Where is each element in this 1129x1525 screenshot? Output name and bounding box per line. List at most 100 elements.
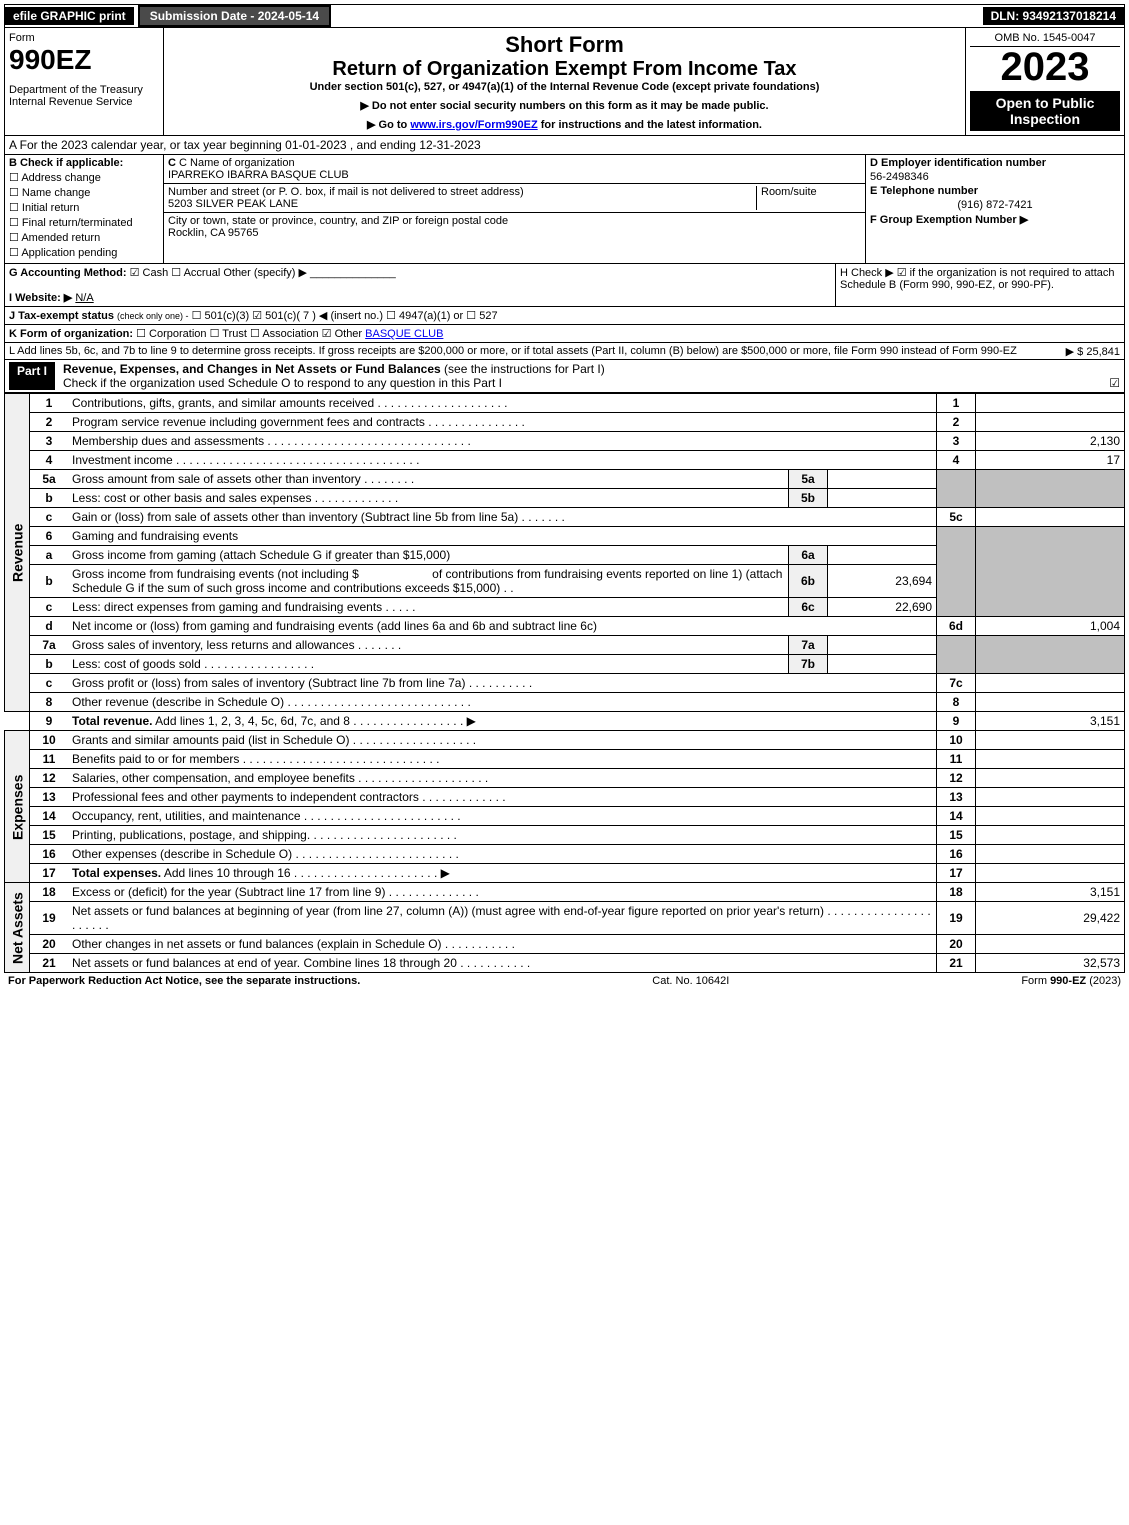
line-15-num: 15	[30, 826, 69, 845]
chk-application-pending[interactable]: Application pending	[9, 246, 159, 259]
line-21-res-num: 21	[937, 954, 976, 973]
line-9-num: 9	[30, 712, 69, 731]
chk-association[interactable]: Association	[250, 328, 319, 340]
line-14-val	[976, 807, 1125, 826]
line-15-res-num: 15	[937, 826, 976, 845]
line-13-val	[976, 788, 1125, 807]
part-i-table: Revenue 1 Contributions, gifts, grants, …	[4, 393, 1125, 973]
line-5a-num: 5a	[30, 470, 69, 489]
line-5c-res-num: 5c	[937, 508, 976, 527]
row-l-gross-receipts: L Add lines 5b, 6c, and 7b to line 9 to …	[4, 343, 1125, 360]
line-12-res-num: 12	[937, 769, 976, 788]
row-h-schedule-b: H Check ▶ ☑ if the organization is not r…	[835, 264, 1124, 306]
efile-print-button[interactable]: efile GRAPHIC print	[5, 7, 134, 25]
form-number: 990EZ	[9, 44, 159, 76]
line-7a-desc: Gross sales of inventory, less returns a…	[68, 636, 789, 655]
line-15-desc: Printing, publications, postage, and shi…	[68, 826, 937, 845]
line-12-num: 12	[30, 769, 69, 788]
chk-other-org[interactable]: Other	[322, 328, 362, 340]
row-a-calendar-year: A For the 2023 calendar year, or tax yea…	[4, 136, 1125, 155]
page-footer: For Paperwork Reduction Act Notice, see …	[4, 973, 1125, 989]
g-label: G Accounting Method:	[9, 267, 127, 279]
line-6d-val: 1,004	[976, 617, 1125, 636]
line-18-val: 3,151	[976, 883, 1125, 902]
chk-501c[interactable]: 501(c)( 7 ) ◀ (insert no.)	[252, 310, 383, 322]
line-6c-num: c	[30, 598, 69, 617]
line-6b-small-num: 6b	[789, 565, 828, 598]
netassets-side-label: Net Assets	[5, 883, 30, 973]
ssn-note: ▶ Do not enter social security numbers o…	[168, 99, 961, 112]
line-7c-val	[976, 674, 1125, 693]
room-suite-label: Room/suite	[756, 186, 861, 210]
form-label: Form	[9, 32, 159, 44]
line-6a-desc: Gross income from gaming (attach Schedul…	[68, 546, 789, 565]
line-3-res-num: 3	[937, 432, 976, 451]
chk-4947[interactable]: 4947(a)(1) or	[386, 310, 463, 322]
ein-label: D Employer identification number	[870, 157, 1046, 169]
line-14-num: 14	[30, 807, 69, 826]
chk-other-specify[interactable]: Other (specify) ▶	[223, 267, 307, 279]
line-1-val	[976, 394, 1125, 413]
line-2-desc: Program service revenue including govern…	[68, 413, 937, 432]
chk-cash[interactable]: Cash	[130, 267, 169, 279]
line-17-val	[976, 864, 1125, 883]
line-6b-num: b	[30, 565, 69, 598]
line-8-desc: Other revenue (describe in Schedule O) .…	[68, 693, 937, 712]
line-3-num: 3	[30, 432, 69, 451]
chk-name-change[interactable]: Name change	[9, 186, 159, 199]
line-3-desc: Membership dues and assessments . . . . …	[68, 432, 937, 451]
line-13-num: 13	[30, 788, 69, 807]
chk-accrual[interactable]: Accrual	[171, 267, 220, 279]
phone-label: E Telephone number	[870, 185, 978, 197]
chk-final-return[interactable]: Final return/terminated	[9, 216, 159, 229]
line-18-desc: Excess or (deficit) for the year (Subtra…	[68, 883, 937, 902]
line-6b-small-val: 23,694	[828, 565, 937, 598]
line-19-val: 29,422	[976, 902, 1125, 935]
line-2-val	[976, 413, 1125, 432]
line-11-val	[976, 750, 1125, 769]
line-21-desc: Net assets or fund balances at end of ye…	[68, 954, 937, 973]
line-12-val	[976, 769, 1125, 788]
chk-amended-return[interactable]: Amended return	[9, 231, 159, 244]
line-6-desc: Gaming and fundraising events	[68, 527, 937, 546]
line-18-num: 18	[30, 883, 69, 902]
goto-post: for instructions and the latest informat…	[538, 119, 762, 131]
j-label: J Tax-exempt status	[9, 310, 114, 322]
line-7b-desc: Less: cost of goods sold . . . . . . . .…	[68, 655, 789, 674]
line-7-shaded	[937, 636, 976, 674]
line-11-desc: Benefits paid to or for members . . . . …	[68, 750, 937, 769]
revenue-side-label: Revenue	[5, 394, 30, 712]
chk-trust[interactable]: Trust	[210, 328, 247, 340]
chk-527[interactable]: 527	[466, 310, 497, 322]
l-amount: $ 25,841	[1077, 346, 1120, 358]
line-5b-small-num: 5b	[789, 489, 828, 508]
irs-link[interactable]: www.irs.gov/Form990EZ	[410, 119, 537, 131]
line-6d-desc: Net income or (loss) from gaming and fun…	[68, 617, 937, 636]
j-note: (check only one) -	[117, 311, 189, 321]
tax-year: 2023	[970, 47, 1120, 87]
line-17-res-num: 17	[937, 864, 976, 883]
line-4-res-num: 4	[937, 451, 976, 470]
line-11-res-num: 11	[937, 750, 976, 769]
chk-501c3[interactable]: 501(c)(3)	[192, 310, 250, 322]
submission-date-button[interactable]: Submission Date - 2024-05-14	[138, 5, 331, 27]
line-9-desc: Total revenue. Add lines 1, 2, 3, 4, 5c,…	[68, 712, 937, 731]
row-g-accounting: G Accounting Method: Cash Accrual Other …	[5, 264, 835, 306]
line-6a-num: a	[30, 546, 69, 565]
chk-corporation[interactable]: Corporation	[136, 328, 206, 340]
other-org-value[interactable]: BASQUE CLUB	[365, 328, 443, 340]
goto-note: ▶ Go to www.irs.gov/Form990EZ for instru…	[168, 118, 961, 131]
line-2-num: 2	[30, 413, 69, 432]
line-11-num: 11	[30, 750, 69, 769]
top-bar: efile GRAPHIC print Submission Date - 20…	[4, 4, 1125, 28]
line-20-res-num: 20	[937, 935, 976, 954]
line-9-val: 3,151	[976, 712, 1125, 731]
chk-address-change[interactable]: Address change	[9, 171, 159, 184]
line-7a-small-val	[828, 636, 937, 655]
chk-initial-return[interactable]: Initial return	[9, 201, 159, 214]
line-6c-small-val: 22,690	[828, 598, 937, 617]
row-gh: G Accounting Method: Cash Accrual Other …	[4, 264, 1125, 307]
col-b-title: B Check if applicable:	[9, 157, 123, 169]
line-14-res-num: 14	[937, 807, 976, 826]
city-value: Rocklin, CA 95765	[168, 227, 861, 239]
